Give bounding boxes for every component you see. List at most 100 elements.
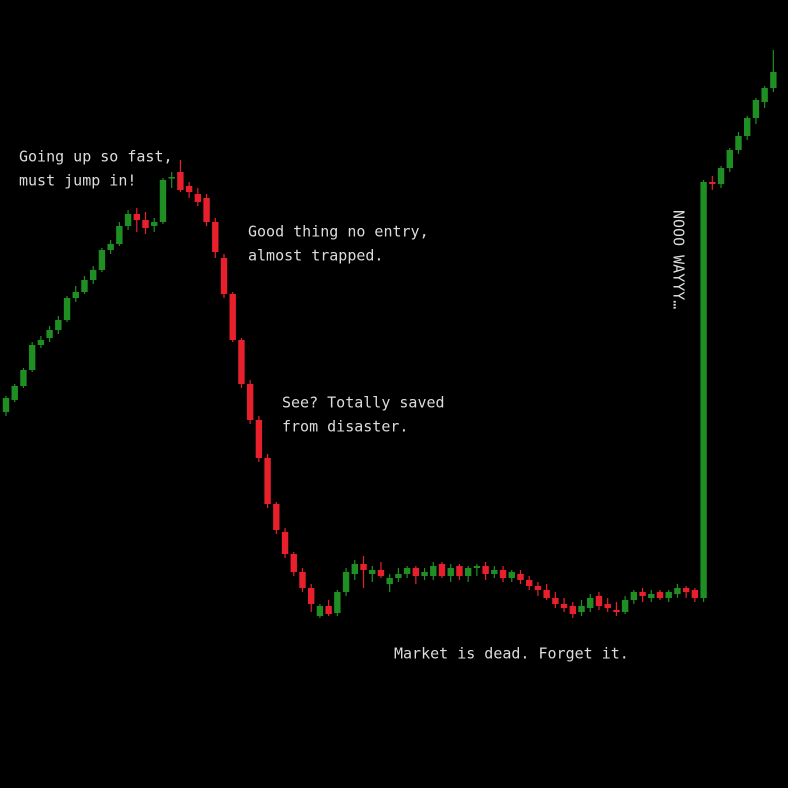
candle-body	[482, 566, 489, 574]
candle-body	[543, 590, 550, 598]
candle-body	[72, 292, 79, 298]
candle-body	[168, 177, 175, 179]
candle-body	[255, 420, 263, 458]
candle-body	[220, 258, 228, 294]
candle-body	[752, 100, 760, 118]
candle-body	[717, 168, 725, 184]
candle-body	[177, 172, 184, 190]
candle-body	[430, 566, 437, 576]
candle-body	[98, 250, 106, 270]
candle-body	[281, 532, 289, 554]
candle-body	[691, 590, 699, 598]
candle-body	[700, 182, 707, 598]
annotation: Good thing no entry,	[248, 223, 429, 241]
candle-body	[674, 588, 681, 594]
candle-body	[517, 574, 524, 580]
candle-body	[613, 610, 620, 612]
candle-body	[46, 330, 53, 338]
candle-body	[438, 564, 446, 576]
candle-body	[273, 504, 280, 530]
candle-body	[11, 386, 18, 400]
candle-body	[299, 572, 306, 588]
candle-body	[412, 568, 420, 576]
candle-body	[351, 564, 358, 574]
annotation: Market is dead. Forget it.	[394, 645, 629, 663]
annotation: See? Totally saved	[282, 394, 445, 412]
candle-body	[229, 294, 236, 340]
candle-body	[133, 214, 140, 220]
candle-body	[639, 592, 646, 596]
candle-body	[499, 570, 507, 578]
candle-body	[63, 298, 71, 320]
candle-body	[194, 194, 202, 202]
candle-body	[81, 280, 88, 292]
candle-body	[761, 88, 768, 102]
annotation: from disaster.	[282, 418, 408, 436]
candle-body	[665, 592, 672, 598]
candle-body	[212, 222, 219, 252]
candle-body	[569, 606, 576, 614]
candle-body	[552, 598, 559, 604]
candle-body	[421, 572, 428, 576]
candle-body	[578, 606, 585, 612]
candle-body	[246, 384, 254, 420]
candle-body	[203, 198, 210, 222]
candle-body	[709, 182, 716, 184]
candle-body	[28, 345, 36, 370]
candle-body	[360, 564, 367, 570]
candle-body	[621, 600, 629, 612]
candle-body	[656, 592, 664, 598]
candle-body	[403, 568, 411, 574]
annotation: almost trapped.	[248, 247, 383, 265]
candle-body	[735, 136, 742, 150]
candle-body	[395, 574, 402, 578]
candle-body	[124, 214, 132, 226]
candle-body	[534, 586, 542, 590]
candle-body	[386, 578, 393, 584]
candle-body	[308, 588, 315, 604]
candle-body	[325, 606, 332, 614]
annotation: Going up so fast,	[19, 148, 173, 166]
candle-body	[159, 180, 167, 222]
candle-body	[290, 554, 297, 572]
candle-body	[142, 220, 149, 228]
candle-body	[316, 606, 324, 616]
candle-body	[37, 340, 45, 345]
candle-body	[648, 594, 655, 598]
candle-body	[630, 592, 638, 600]
candle-body	[55, 320, 62, 330]
candle-body	[107, 244, 114, 250]
candle-body	[447, 568, 454, 576]
candle-body	[526, 580, 533, 586]
candle-body	[744, 118, 751, 136]
annotation: NOOO WAYYY…	[670, 210, 688, 309]
candle-body	[342, 572, 350, 592]
candle-body	[151, 222, 158, 226]
candle-body	[473, 566, 481, 568]
candle-body	[587, 598, 594, 608]
candle-body	[595, 596, 603, 606]
candle-body	[560, 604, 568, 608]
candle-body	[90, 270, 97, 280]
candle-body	[604, 604, 611, 608]
candle-body	[20, 370, 27, 386]
candle-body	[377, 570, 385, 576]
candle-body	[185, 186, 193, 192]
annotation: must jump in!	[19, 172, 136, 190]
candle-body	[238, 340, 245, 384]
candle-body	[682, 588, 690, 592]
candle-body	[726, 150, 733, 168]
candle-body	[508, 572, 515, 578]
candle-body	[464, 568, 472, 576]
candle-body	[770, 72, 777, 88]
candle-body	[2, 398, 10, 412]
candle-body	[264, 458, 271, 504]
candle-body	[116, 226, 123, 244]
candle-body	[456, 566, 463, 576]
candle-body	[491, 570, 498, 574]
candle-body	[334, 592, 341, 613]
candle-body	[369, 570, 376, 574]
